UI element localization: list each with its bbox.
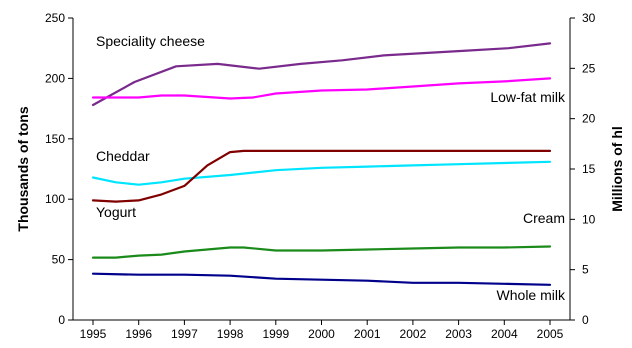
y-tick-label: 200 — [45, 71, 65, 85]
series-label-yogurt: Yogurt — [96, 204, 136, 220]
y-tick-label: 50 — [52, 253, 66, 267]
y2-tick-label: 5 — [582, 263, 589, 277]
series-line-speciality-cheese — [91, 42, 552, 107]
y-axis-title-right: Millions of hl — [609, 126, 625, 212]
y2-tick-label: 20 — [582, 112, 596, 126]
x-tick-label: 2004 — [491, 327, 518, 341]
series-line-low-fat-milk — [91, 77, 552, 100]
y-tick-label: 100 — [45, 192, 65, 206]
series-line-whole-milk — [91, 272, 552, 286]
series-label-cheddar: Cheddar — [96, 148, 150, 164]
y2-tick-label: 0 — [582, 313, 589, 327]
series-labels: Speciality cheese Low-fat milk Cheddar Yogu… — [96, 33, 566, 303]
series-line-cream — [91, 245, 552, 259]
x-tick-label: 2000 — [308, 327, 335, 341]
series-lines — [91, 42, 552, 286]
y-tick-label: 0 — [58, 313, 65, 327]
x-tick-label: 2001 — [354, 327, 381, 341]
x-tick-label: 2005 — [537, 327, 564, 341]
series-line-yogurt — [91, 149, 552, 203]
y-tick-label: 150 — [45, 132, 65, 146]
series-label-low-fat-milk: Low-fat milk — [490, 89, 566, 105]
x-tick-label: 1995 — [80, 327, 107, 341]
x-tick-label: 2002 — [400, 327, 427, 341]
series-label-speciality-cheese: Speciality cheese — [96, 33, 205, 49]
series-label-whole-milk: Whole milk — [497, 287, 566, 303]
y2-tick-label: 10 — [582, 212, 596, 226]
y2-tick-label: 25 — [582, 61, 596, 75]
y-axis-title-left: Thousands of tons — [15, 106, 31, 231]
tick-labels: 0 50 100 150 200 250 0 5 10 15 20 25 30 1995 1996 1997 1… — [45, 11, 596, 341]
y2-tick-label: 15 — [582, 162, 596, 176]
x-tick-label: 1997 — [171, 327, 198, 341]
x-tick-label: 1998 — [217, 327, 244, 341]
series-line-cheddar — [91, 160, 552, 186]
x-tick-label: 2003 — [445, 327, 472, 341]
x-tick-label: 1996 — [125, 327, 152, 341]
y2-tick-label: 30 — [582, 11, 596, 25]
y-tick-label: 250 — [45, 11, 65, 25]
series-label-cream: Cream — [523, 210, 565, 226]
x-tick-label: 1999 — [262, 327, 289, 341]
ticks — [68, 17, 575, 325]
